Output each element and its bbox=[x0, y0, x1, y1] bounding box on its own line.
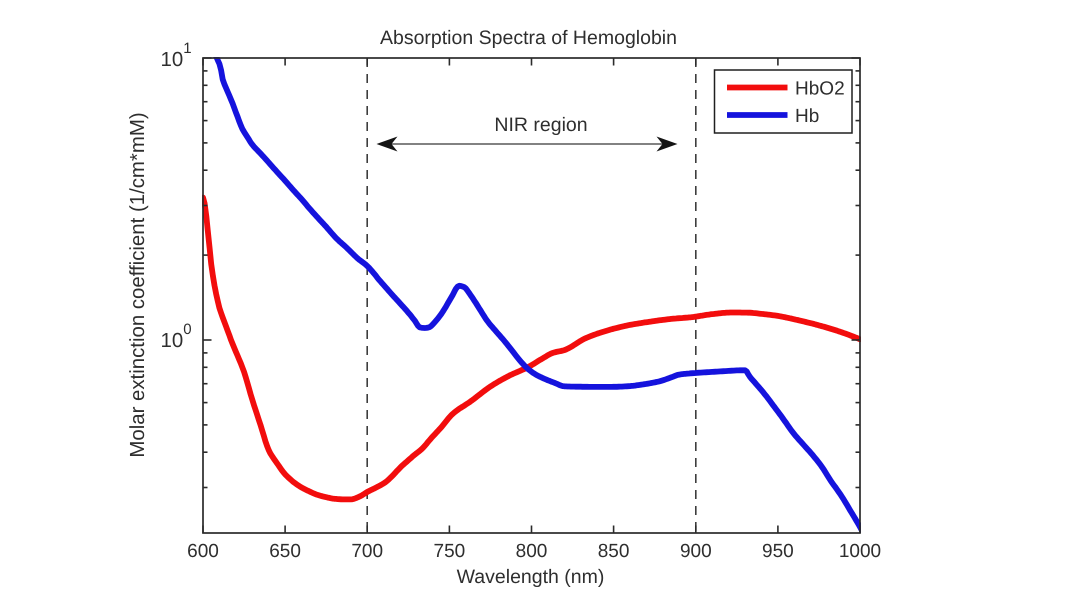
svg-text:850: 850 bbox=[598, 541, 630, 562]
svg-text:700: 700 bbox=[351, 541, 383, 562]
svg-text:NIR region: NIR region bbox=[494, 114, 587, 136]
svg-text:800: 800 bbox=[516, 541, 548, 562]
svg-text:Hb: Hb bbox=[795, 106, 819, 127]
svg-text:Molar extinction coefficient (: Molar extinction coefficient (1/cm*mM) bbox=[127, 112, 149, 457]
svg-text:600: 600 bbox=[187, 541, 219, 562]
svg-text:950: 950 bbox=[762, 541, 794, 562]
svg-text:750: 750 bbox=[434, 541, 466, 562]
svg-text:900: 900 bbox=[680, 541, 712, 562]
svg-text:Wavelength (nm): Wavelength (nm) bbox=[457, 566, 605, 588]
svg-text:1000: 1000 bbox=[839, 541, 881, 562]
svg-text:HbO2: HbO2 bbox=[795, 79, 845, 100]
svg-text:650: 650 bbox=[269, 541, 301, 562]
svg-text:Absorption Spectra of Hemoglob: Absorption Spectra of Hemoglobin bbox=[380, 27, 677, 49]
